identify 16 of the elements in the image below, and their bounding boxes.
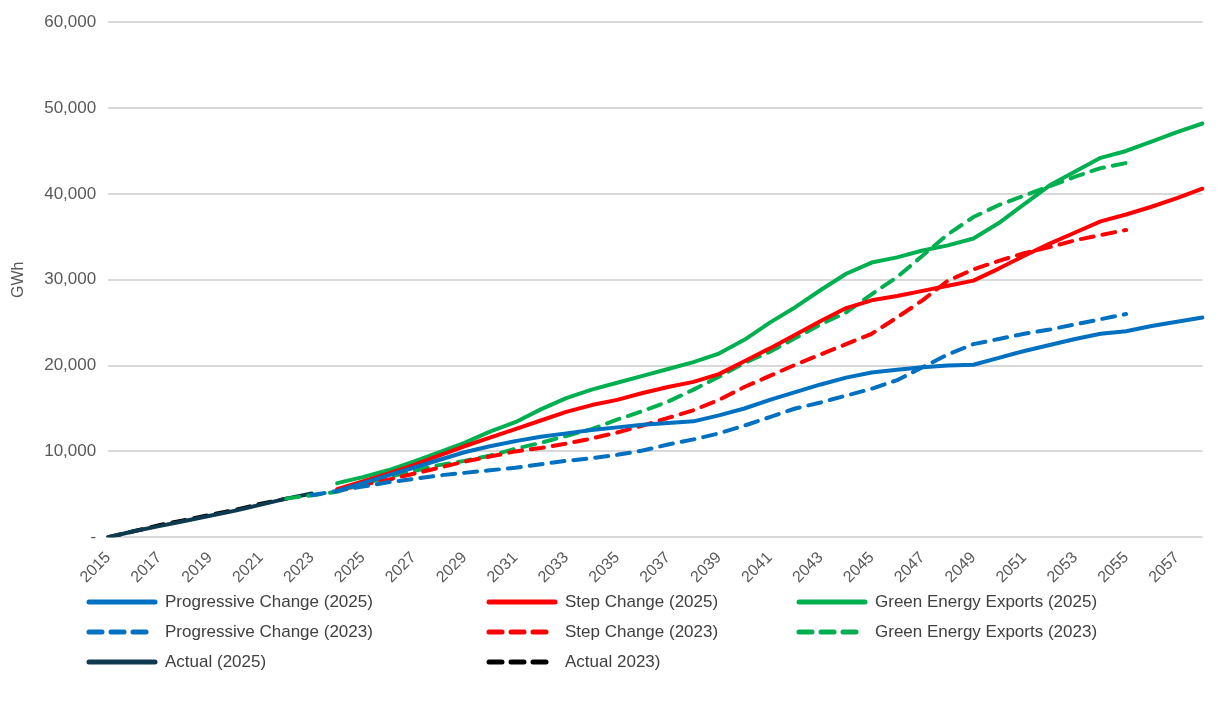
legend-label: Actual 2023) (565, 652, 661, 672)
y-tick-label: 30,000 (44, 269, 97, 289)
legend-label: Green Energy Exports (2025) (875, 592, 1098, 612)
y-tick-label: - (90, 526, 97, 546)
legend-label: Step Change (2025) (565, 592, 719, 612)
y-tick-label: 10,000 (44, 441, 97, 461)
y-tick-label: 40,000 (44, 183, 97, 203)
legend-label: Green Energy Exports (2023) (875, 622, 1098, 642)
y-tick-label: 20,000 (44, 355, 97, 375)
legend-label: Step Change (2023) (565, 622, 719, 642)
legend-label: Actual (2025) (165, 652, 267, 672)
legend-label: Progressive Change (2023) (165, 622, 373, 642)
legend-label: Progressive Change (2025) (165, 592, 373, 612)
y-tick-label: 60,000 (44, 11, 97, 31)
y-axis-title: GWh (9, 261, 27, 298)
y-tick-label: 50,000 (44, 97, 97, 117)
